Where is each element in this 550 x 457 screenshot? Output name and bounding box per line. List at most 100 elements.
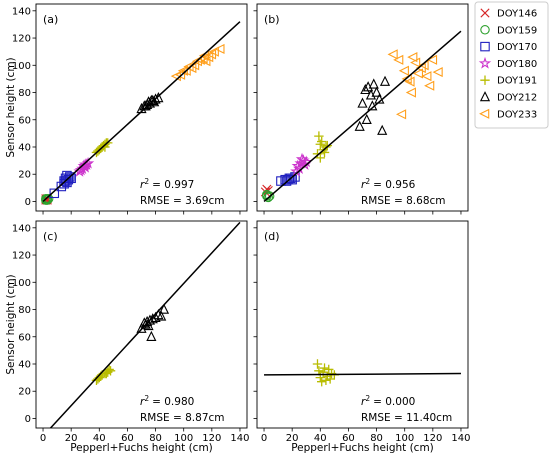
series-doy159: [262, 189, 275, 203]
series-doy191: [91, 364, 116, 386]
data-point: [404, 76, 415, 87]
panels: 0 20 40 60 80 100 120 140 (a) r2 = 0.997 RMSE = 3.6…: [5, 3, 471, 454]
panel-label: (b): [264, 13, 280, 26]
data-point: [319, 363, 330, 373]
plot-area: [91, 303, 170, 386]
y-axis-label: Sensor height (cm): [5, 57, 17, 157]
data-point: [398, 65, 409, 76]
data-point: [432, 67, 443, 78]
data-point: [412, 68, 424, 79]
fit-line: [263, 30, 462, 203]
legend: DOY146 DOY159 DOY170 DOY180 DOY191 DOY212 DOY2…: [474, 1, 549, 129]
data-point: [104, 364, 114, 375]
data-point: [312, 359, 323, 369]
y-tick-label: 80: [18, 305, 31, 316]
legend-label: DOY212: [497, 93, 537, 104]
y-tick-label: 140: [12, 223, 31, 234]
data-point: [74, 163, 88, 176]
x-tick-label: 40: [93, 433, 106, 444]
x-tick-label: 40: [314, 433, 327, 444]
data-point: [180, 65, 191, 76]
y-tick-label: 40: [18, 142, 31, 153]
rmse-label: RMSE = 8.68cm: [361, 195, 446, 207]
series-doy233: [387, 49, 443, 120]
x-tick-label: 120: [423, 433, 442, 444]
r-squared-label: r2 = 0.000: [361, 394, 415, 408]
x-tick-label: 60: [121, 433, 134, 444]
legend-marker: [480, 25, 490, 35]
legend-marker: [478, 56, 492, 69]
data-point: [315, 153, 325, 163]
data-point: [387, 49, 398, 60]
panel-frame: [256, 3, 469, 212]
data-point: [379, 75, 391, 86]
plot-area: [312, 359, 340, 387]
panel-a: 0 20 40 60 80 100 120 140 (a) r2 = 0.997 RMSE = 3.6…: [5, 3, 248, 215]
x-tick-label: 0: [40, 433, 46, 444]
data-point: [281, 176, 292, 186]
legend-item-doy170: DOY170: [480, 41, 537, 53]
x-tick-label: 140: [230, 433, 249, 444]
data-point: [317, 136, 327, 147]
panel-c: 0 20 40 60 80 100 120 140 0 20 40 60 80 100 120 140 (c) r…: [5, 220, 250, 454]
x-tick-label: 140: [451, 433, 470, 444]
panel-d: 0 20 40 60 80 100 120 140 (d) r2 = 0.000 RMSE = 11.…: [253, 220, 471, 454]
y-tick-label: 20: [18, 170, 31, 181]
y-tick-label: 20: [18, 387, 31, 398]
r-squared-label: r2 = 0.997: [140, 177, 194, 191]
x-tick-label: 120: [202, 433, 221, 444]
y-tick-label: 120: [12, 34, 31, 45]
legend-label: DOY170: [497, 42, 537, 53]
rmse-label: RMSE = 3.69cm: [140, 195, 225, 207]
data-point: [421, 71, 432, 82]
data-point: [321, 375, 331, 386]
x-tick-label: 100: [395, 433, 414, 444]
panel-frame: [35, 3, 248, 212]
fit-line: [49, 221, 241, 428]
data-point: [146, 330, 157, 342]
series-doy212: [136, 303, 170, 342]
x-tick-label: 20: [65, 433, 78, 444]
data-point: [361, 113, 372, 125]
r-squared-label: r2 = 0.956: [361, 177, 416, 191]
data-point: [42, 193, 53, 204]
y-tick-label: 120: [12, 251, 31, 262]
legend-marker: [480, 8, 490, 18]
x-axis-label: Pepperl+Fuchs height (cm): [70, 442, 213, 454]
legend-item-doy191: DOY191: [480, 75, 537, 87]
legend-label: DOY180: [497, 59, 537, 70]
data-point: [374, 93, 385, 104]
legend-item-doy212: DOY212: [479, 91, 537, 104]
data-point: [424, 80, 435, 91]
data-point: [287, 174, 297, 185]
data-point: [377, 124, 388, 135]
legend-item-doy233: DOY233: [479, 108, 537, 120]
data-point: [156, 310, 167, 321]
data-point: [49, 188, 60, 199]
series-doy170: [276, 172, 300, 186]
y-tick-label: 40: [18, 359, 31, 370]
series-doy191: [312, 131, 333, 163]
data-point: [322, 140, 333, 151]
data-point: [365, 89, 377, 100]
x-tick-label: 100: [174, 433, 193, 444]
x-tick-label: 80: [149, 433, 162, 444]
data-point: [264, 191, 275, 201]
legend-item-doy180: DOY180: [478, 56, 537, 70]
y-tick-label: 60: [18, 332, 31, 343]
data-point: [360, 83, 371, 95]
data-point: [59, 176, 69, 186]
legend-marker: [480, 41, 490, 52]
series-doy191: [312, 359, 340, 387]
legend-label: DOY233: [497, 109, 537, 120]
fit-line: [264, 372, 461, 376]
x-axis-label: Pepperl+Fuchs height (cm): [291, 442, 434, 454]
legend-marker: [479, 108, 490, 119]
legend-item-doy146: DOY146: [480, 8, 537, 20]
data-point: [405, 87, 416, 98]
y-tick-label: 0: [25, 414, 31, 425]
y-tick-label: 60: [18, 115, 31, 126]
data-point: [426, 54, 438, 65]
y-tick-label: 140: [12, 6, 31, 17]
